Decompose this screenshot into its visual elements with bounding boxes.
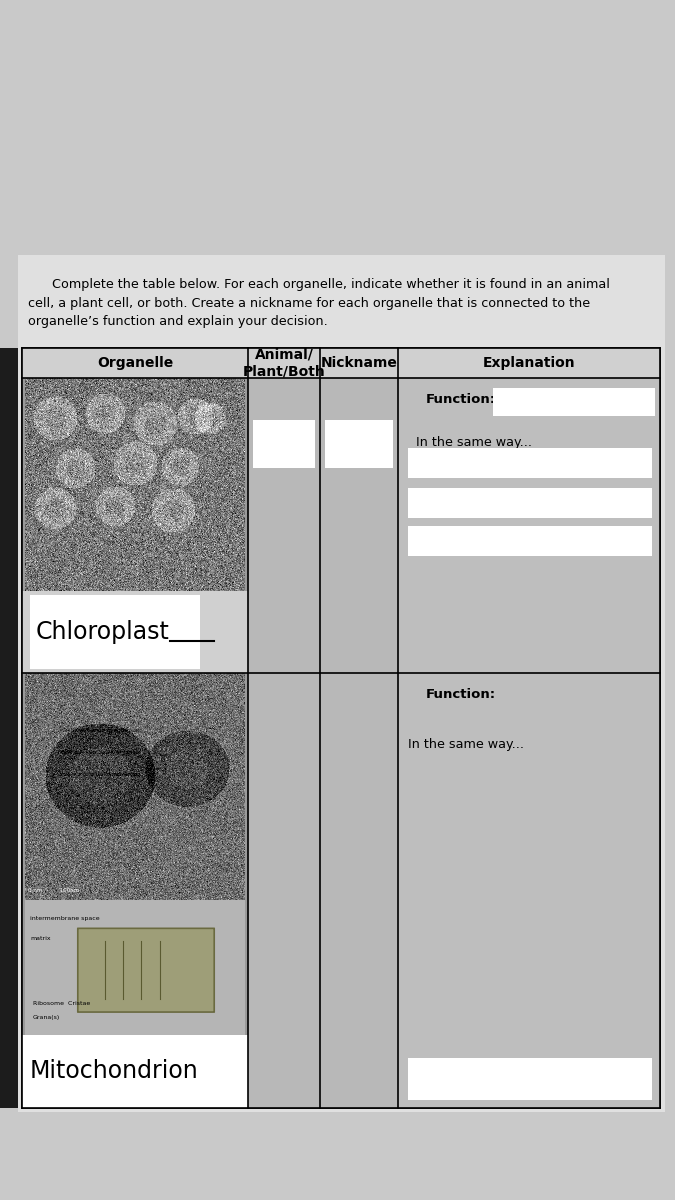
Bar: [408, 488, 652, 518]
Bar: [408, 448, 652, 478]
Text: Nickname: Nickname: [321, 356, 398, 370]
Bar: [248, 378, 320, 673]
Bar: [22, 673, 248, 1108]
Bar: [22, 348, 660, 1108]
Text: Mitochondrion: Mitochondrion: [30, 1060, 198, 1084]
Text: Function:: Function:: [426, 688, 496, 701]
Bar: [22, 378, 248, 673]
Bar: [248, 673, 320, 1108]
Text: Grana(s): Grana(s): [33, 1015, 60, 1020]
Bar: [253, 420, 315, 468]
Text: Explanation: Explanation: [483, 356, 575, 370]
Text: matrix: matrix: [30, 936, 51, 942]
Bar: [30, 595, 200, 670]
Bar: [0, 348, 18, 1108]
Bar: [25, 900, 245, 1034]
Bar: [25, 673, 245, 900]
Bar: [408, 1058, 652, 1100]
Bar: [325, 420, 393, 468]
Text: intermembrane space: intermembrane space: [30, 917, 100, 922]
Text: Ribosome  Cristae: Ribosome Cristae: [33, 1001, 90, 1007]
Text: In the same way...: In the same way...: [408, 738, 524, 751]
Text: Function:: Function:: [426, 392, 496, 406]
Text: Animal/
Plant/Both: Animal/ Plant/Both: [242, 348, 325, 378]
Bar: [398, 673, 660, 1108]
Text: Chloroplast: Chloroplast: [36, 620, 170, 644]
Text: Complete the table below. For each organelle, indicate whether it is found in an: Complete the table below. For each organ…: [28, 278, 610, 328]
Text: 0 nm          100nm: 0 nm 100nm: [28, 888, 79, 893]
Text: In the same way...: In the same way...: [416, 436, 532, 449]
Text: Organelle: Organelle: [97, 356, 173, 370]
Bar: [18, 254, 665, 1112]
Bar: [320, 378, 398, 673]
Bar: [320, 673, 398, 1108]
Bar: [493, 388, 655, 416]
FancyBboxPatch shape: [78, 929, 214, 1012]
Bar: [22, 1034, 248, 1108]
Bar: [22, 590, 248, 673]
Bar: [408, 526, 652, 556]
Bar: [22, 348, 660, 378]
Bar: [25, 378, 245, 590]
Bar: [398, 378, 660, 673]
